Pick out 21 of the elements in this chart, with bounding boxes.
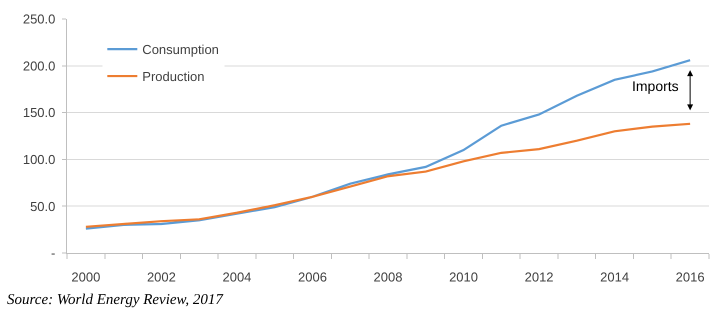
- x-tick-label: 2012: [524, 270, 554, 285]
- y-tick-label: 150.0: [22, 105, 56, 120]
- x-tick-label: 2000: [71, 270, 100, 285]
- y-tick-label: 250.0: [22, 12, 56, 27]
- x-tick-label: 2014: [600, 270, 630, 285]
- legend-label: Production: [142, 69, 204, 84]
- source-note: Source: World Energy Review, 2017: [7, 292, 224, 308]
- x-tick-label: 2008: [374, 270, 402, 285]
- line-series: [84, 59, 692, 230]
- x-tick-label: 2006: [298, 270, 327, 285]
- x-tick-label: 2010: [449, 270, 478, 285]
- y-tick-label: 50.0: [30, 198, 56, 214]
- x-tick-label: 2002: [146, 270, 176, 285]
- line-series: [84, 122, 692, 228]
- y-tick-label: -: [51, 246, 56, 261]
- legend-label: Consumption: [142, 42, 219, 58]
- x-tick-label: 2004: [222, 270, 252, 285]
- y-tick-label: 100.0: [22, 152, 56, 167]
- y-tick-label: 200.0: [22, 58, 56, 74]
- annotation: Imports: [632, 78, 679, 94]
- x-tick-label: 2016: [676, 270, 705, 285]
